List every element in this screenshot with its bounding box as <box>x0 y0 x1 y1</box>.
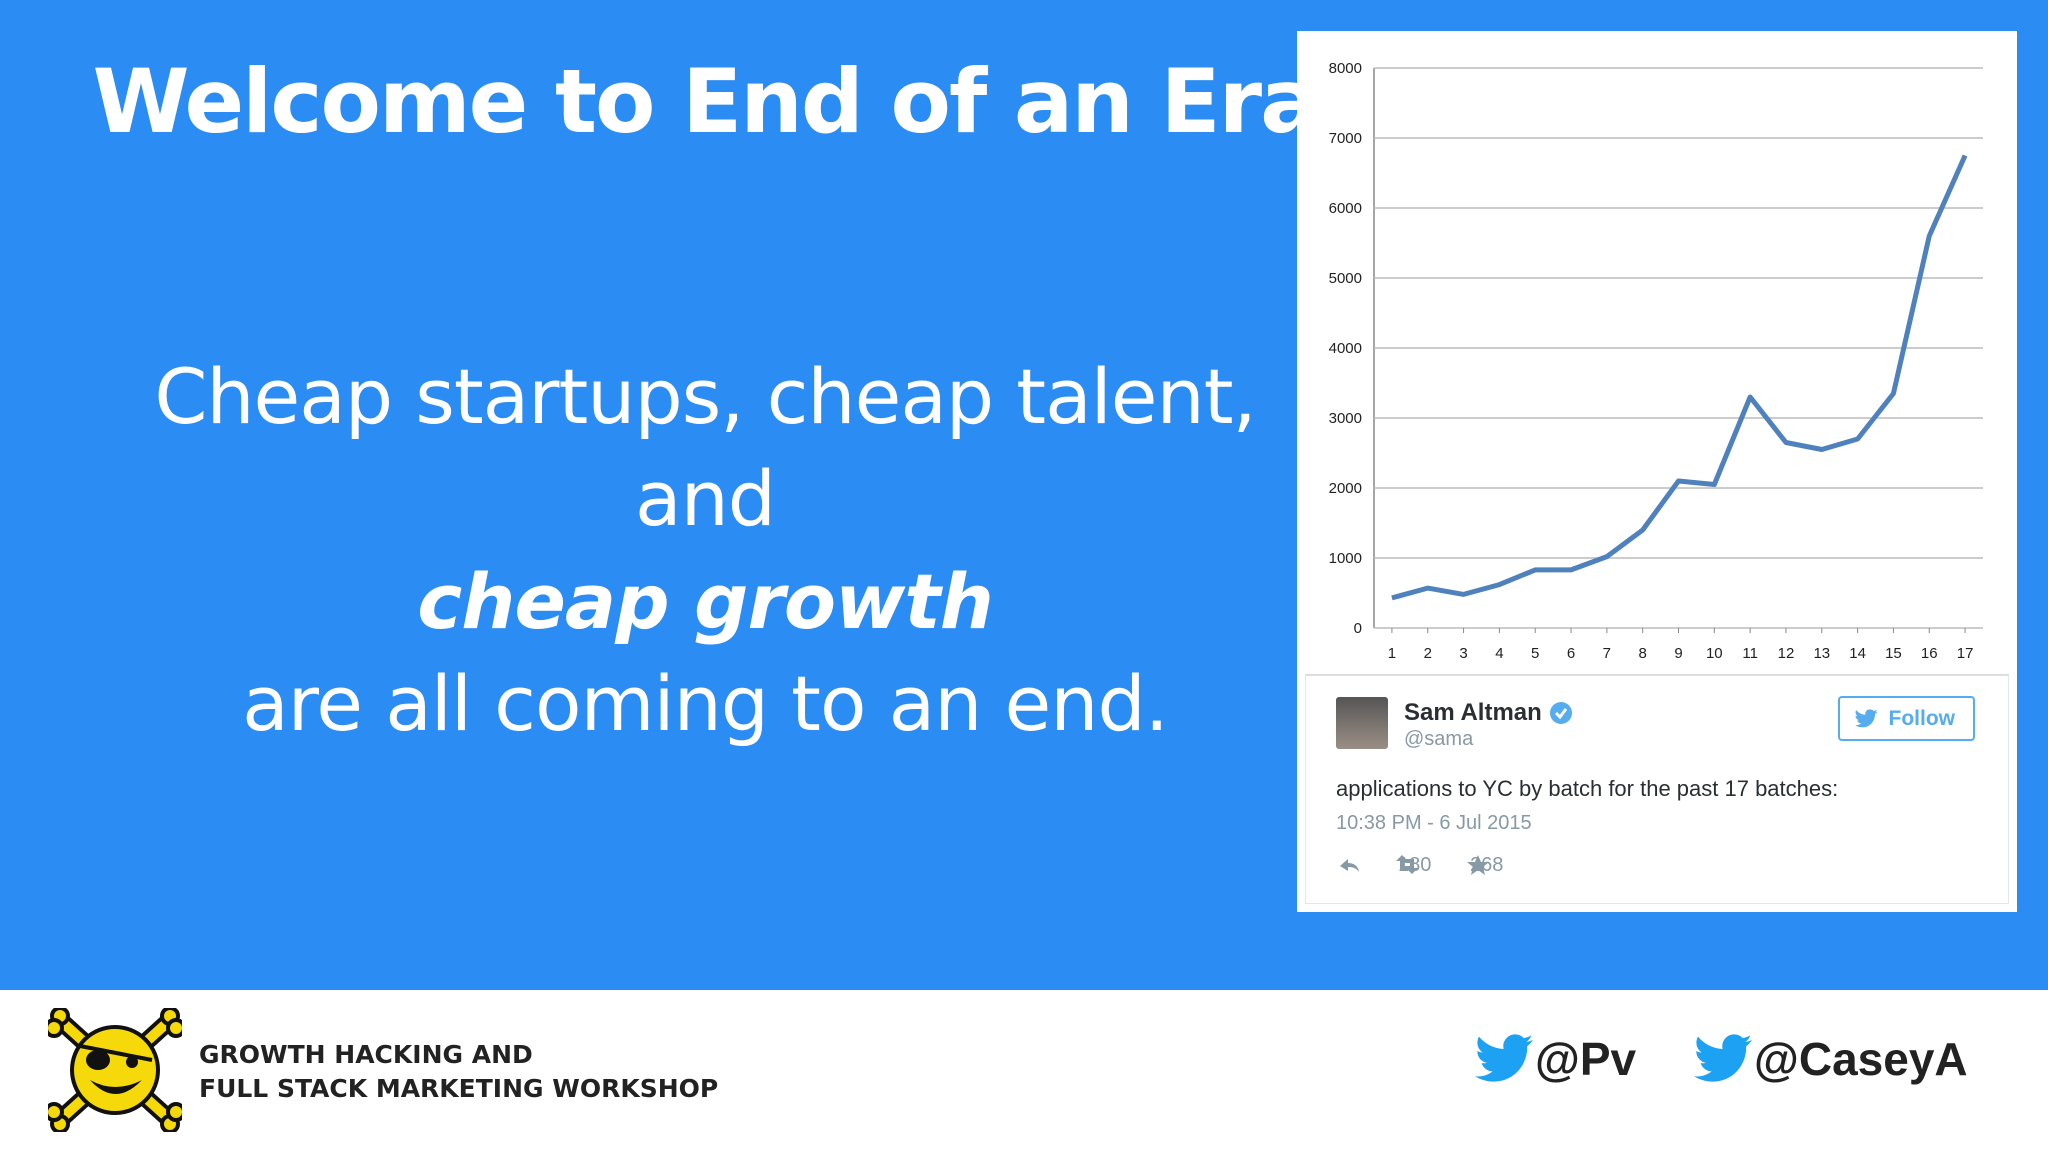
x-tick-label: 8 <box>1639 645 1647 662</box>
tweet-box <box>1305 674 2009 904</box>
x-tick-label: 7 <box>1603 645 1611 662</box>
like-count: 268 <box>1470 854 1504 876</box>
x-tick-label: 5 <box>1531 645 1539 662</box>
x-tick-label: 2 <box>1424 645 1432 662</box>
follow-label: Follow <box>1888 707 1956 730</box>
reply-icon[interactable] <box>1340 859 1359 872</box>
like-icon[interactable] <box>1467 855 1489 875</box>
x-tick-label: 16 <box>1921 645 1938 662</box>
y-tick-label: 3000 <box>1329 410 1362 427</box>
y-tick-label: 5000 <box>1329 270 1362 287</box>
pirate-logo <box>48 1008 182 1132</box>
y-tick-label: 6000 <box>1329 200 1362 217</box>
x-tick-label: 17 <box>1957 645 1974 662</box>
retweet-icon[interactable] <box>1396 855 1418 874</box>
tweet-card: 0 1000 2000 3000 4000 5000 6000 7000 8000 1 2 3 4 5 6 7… <box>1297 31 2017 912</box>
x-tick-label: 6 <box>1567 645 1575 662</box>
x-tick-label: 10 <box>1706 645 1723 662</box>
twitter-handle[interactable]: @CaseyA <box>1754 1033 1968 1085</box>
x-tick-label: 15 <box>1885 645 1902 662</box>
x-tick-label: 11 <box>1742 645 1758 662</box>
avatar[interactable] <box>1336 697 1388 749</box>
user-handle[interactable]: @sama <box>1404 728 1474 750</box>
user-name[interactable]: Sam Altman <box>1404 699 1542 726</box>
x-tick-label: 13 <box>1813 645 1830 662</box>
body-text: and <box>635 454 776 543</box>
retweet-count: 180 <box>1398 854 1432 876</box>
y-tick-label: 2000 <box>1329 480 1362 497</box>
bird-icon <box>1855 709 1878 728</box>
x-tick-label: 3 <box>1459 645 1467 662</box>
y-tick-label: 0 <box>1354 620 1362 637</box>
follow-button[interactable]: Follow <box>1838 696 1975 741</box>
y-tick-label: 1000 <box>1329 550 1362 567</box>
workshop-name: GROWTH HACKING AND <box>199 1040 533 1069</box>
twitter-icon <box>1475 1034 1533 1082</box>
x-tick-label: 9 <box>1674 645 1682 662</box>
workshop-name: FULL STACK MARKETING WORKSHOP <box>199 1074 719 1103</box>
x-tick-label: 14 <box>1849 645 1866 662</box>
twitter-icon <box>1694 1034 1752 1082</box>
x-tick-label: 1 <box>1388 645 1396 662</box>
y-tick-label: 7000 <box>1329 130 1362 147</box>
slide: Welcome to End of an Era Cheap startups,… <box>0 0 2048 990</box>
slide-title: Welcome to End of an Era <box>92 50 1320 153</box>
body-text-emphasis: cheap growth <box>417 557 994 646</box>
tweet-time[interactable]: 10:38 PM - 6 Jul 2015 <box>1336 812 1532 834</box>
x-tick-label: 4 <box>1495 645 1503 662</box>
body-text: are all coming to an end. <box>242 659 1169 748</box>
twitter-handle[interactable]: @Pv <box>1535 1033 1637 1085</box>
y-tick-label: 8000 <box>1329 60 1362 77</box>
tweet-actions <box>1340 855 1489 875</box>
x-tick-label: 12 <box>1778 645 1795 662</box>
footer: GROWTH HACKING AND FULL STACK MARKETING … <box>0 990 2048 1152</box>
body-text: Cheap startups, cheap talent, <box>154 352 1256 441</box>
tweet-text: applications to YC by batch for the past… <box>1336 776 1839 801</box>
verified-badge <box>1550 702 1572 724</box>
data-line <box>1391 154 1968 601</box>
y-tick-label: 4000 <box>1329 340 1362 357</box>
